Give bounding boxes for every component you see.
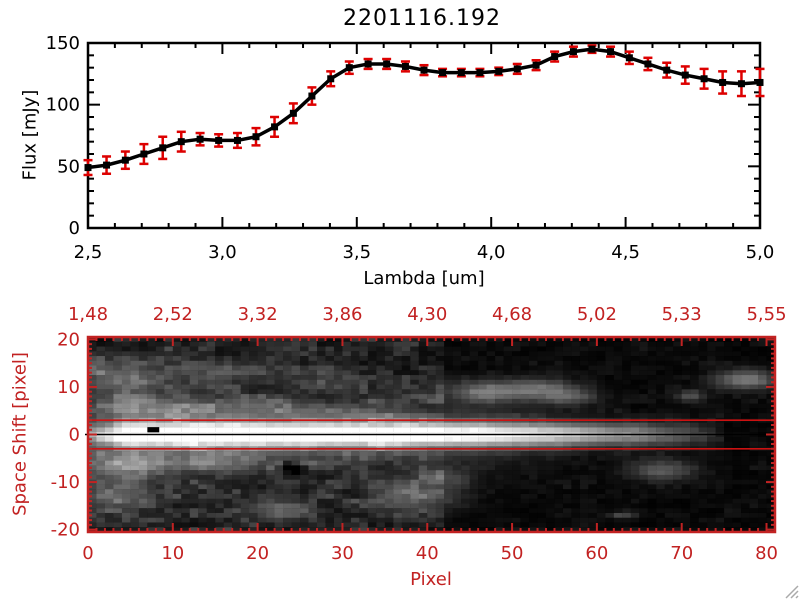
y-axis-label-space-shift: Space Shift [pixel] xyxy=(9,352,31,516)
data-point-marker xyxy=(551,53,559,61)
x-tick-label: 3,5 xyxy=(342,242,371,263)
image-aperture-lines xyxy=(85,419,775,450)
wavelength-tick-label: 5,02 xyxy=(577,304,617,325)
wavelength-tick-label: 3,32 xyxy=(238,304,278,325)
y-tick-label: 50 xyxy=(57,156,80,177)
pixel-tick-label: 10 xyxy=(161,543,184,564)
data-point-marker xyxy=(103,161,111,169)
image-top-axis-labels: 1,48 2,52 3,32 3,86 4,30 4,68 5,02 5,33 5,55 xyxy=(68,304,787,325)
data-point-marker xyxy=(308,92,316,100)
data-point-marker xyxy=(476,69,484,77)
data-point-marker xyxy=(364,60,372,68)
data-point-marker xyxy=(196,135,204,143)
data-point-marker xyxy=(420,66,428,74)
data-point-marker xyxy=(588,45,596,53)
wavelength-tick-label: 2,52 xyxy=(153,304,193,325)
pixel-tick-label: 80 xyxy=(755,543,778,564)
data-point-marker xyxy=(457,69,465,77)
pixel-tick-label: 20 xyxy=(246,543,269,564)
data-point-marker xyxy=(439,69,447,77)
wavelength-tick-label: 1,48 xyxy=(68,304,108,325)
wavelength-tick-label: 5,55 xyxy=(746,304,786,325)
wavelength-tick-label: 5,33 xyxy=(662,304,702,325)
y-tick-label: 100 xyxy=(46,95,80,116)
wavelength-tick-label: 4,30 xyxy=(407,304,447,325)
data-point-marker xyxy=(345,64,353,72)
x-axis-label-pixel: Pixel xyxy=(410,569,452,590)
y-tick-label: 150 xyxy=(46,33,80,54)
data-point-marker xyxy=(569,48,577,56)
data-point-marker xyxy=(644,60,652,68)
spectrum-frame xyxy=(86,41,762,230)
data-point-marker xyxy=(252,133,260,141)
pixel-tick-label: 60 xyxy=(585,543,608,564)
pixel-tick-label: 50 xyxy=(501,543,524,564)
data-point-marker xyxy=(719,78,727,86)
data-point-marker xyxy=(177,138,185,146)
data-point-marker xyxy=(121,156,129,164)
wavelength-tick-label: 4,68 xyxy=(492,304,532,325)
data-point-marker xyxy=(700,75,708,83)
data-point-marker xyxy=(84,164,92,172)
data-point-marker xyxy=(215,136,223,144)
image-y-axis-labels: 20 10 0 -10 -20 xyxy=(51,329,80,540)
image-frame xyxy=(86,335,777,534)
data-point-marker xyxy=(756,78,764,86)
spectrum-data-points xyxy=(84,45,764,172)
data-point-marker xyxy=(513,65,521,73)
space-shift-tick-label: 20 xyxy=(57,329,80,350)
data-point-marker xyxy=(607,48,615,56)
spectrum-error-bars xyxy=(83,44,765,177)
spectrum-y-tick-labels: 0 50 100 150 xyxy=(46,33,80,239)
pixel-tick-label: 0 xyxy=(82,543,93,564)
data-point-marker xyxy=(681,71,689,79)
y-axis-label-flux: Flux [mJy] xyxy=(19,89,41,181)
x-tick-label: 5,0 xyxy=(746,242,775,263)
x-axis-label-lambda: Lambda [um] xyxy=(363,268,485,289)
data-point-marker xyxy=(401,62,409,70)
page-title: 2201116.192 xyxy=(343,6,501,31)
data-point-marker xyxy=(159,144,167,152)
image-bottom-axis-labels: 0 10 20 30 40 50 60 70 80 xyxy=(82,543,778,564)
y-tick-label: 0 xyxy=(69,218,80,239)
data-point-marker xyxy=(289,109,297,117)
pixel-tick-label: 30 xyxy=(331,543,354,564)
data-point-marker xyxy=(271,123,279,131)
data-point-marker xyxy=(532,61,540,69)
data-point-marker xyxy=(663,66,671,74)
data-point-marker xyxy=(140,150,148,158)
x-tick-label: 3,0 xyxy=(208,242,237,263)
data-point-marker xyxy=(383,60,391,68)
x-tick-label: 2,5 xyxy=(74,242,103,263)
x-tick-label: 4,5 xyxy=(611,242,640,263)
data-point-marker xyxy=(737,80,745,88)
space-shift-tick-label: -20 xyxy=(51,520,80,541)
space-shift-tick-label: -10 xyxy=(51,472,80,493)
space-shift-tick-label: 10 xyxy=(57,377,80,398)
wavelength-tick-label: 3,86 xyxy=(322,304,362,325)
spectrum-x-tick-labels: 2,5 3,0 3,5 4,0 4,5 5,0 xyxy=(74,242,775,263)
data-point-marker xyxy=(233,136,241,144)
data-point-marker xyxy=(495,67,503,75)
space-shift-tick-label: 0 xyxy=(69,425,80,446)
data-point-marker xyxy=(327,75,335,83)
window-resize-grip-icon[interactable] xyxy=(780,580,800,600)
data-point-marker xyxy=(625,54,633,62)
x-tick-label: 4,0 xyxy=(477,242,506,263)
pixel-tick-label: 40 xyxy=(416,543,439,564)
pixel-tick-label: 70 xyxy=(670,543,693,564)
